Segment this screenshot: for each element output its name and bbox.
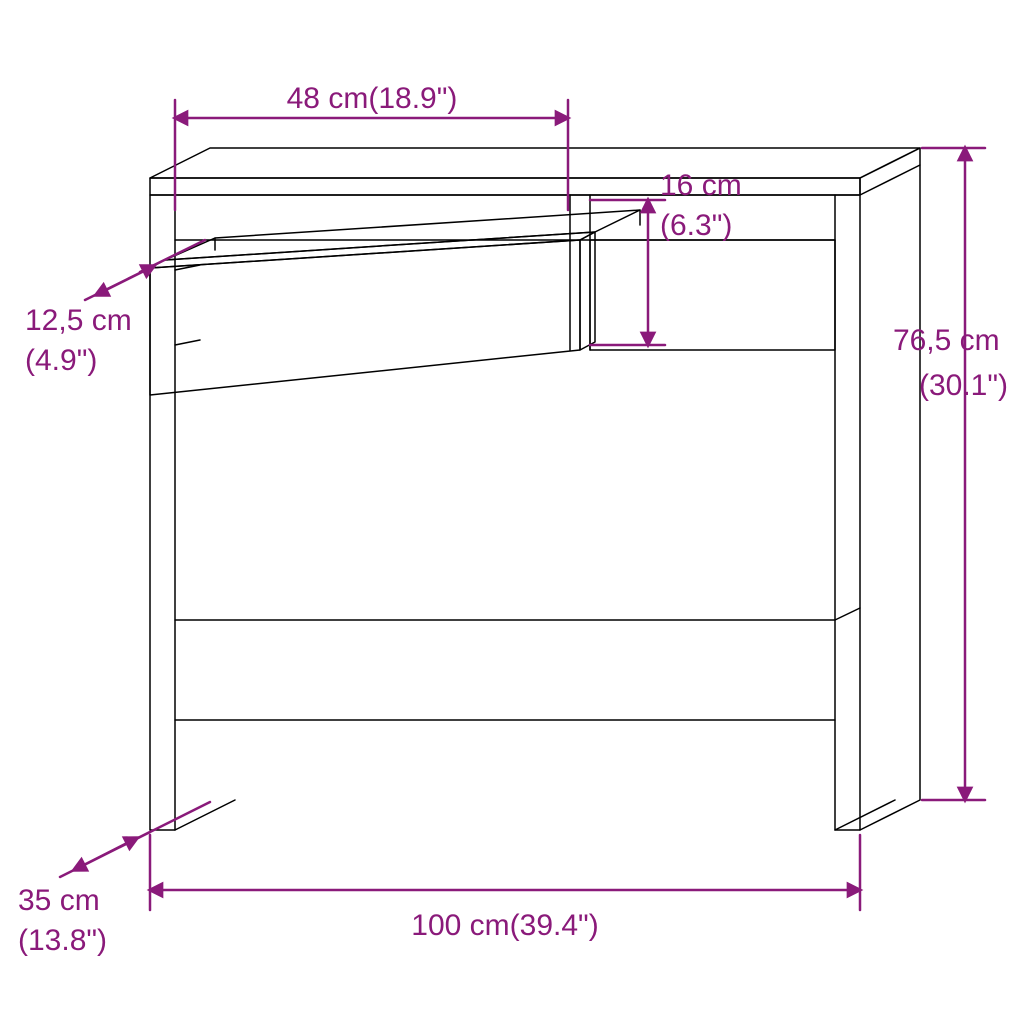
svg-text:100 cm(39.4"): 100 cm(39.4") — [411, 909, 598, 942]
dim-depth: 35 cm (13.8") — [18, 802, 210, 957]
dim-total-width-cm: 100 cm — [411, 909, 509, 942]
dim-total-height: 76,5 cm (30.1") — [893, 148, 1008, 800]
svg-text:16 cm (6.3"): 16 cm (6.3") — [660, 169, 750, 242]
dim-drawer-depth-cm: 12,5 cm — [25, 304, 132, 337]
dim-total-height-cm: 76,5 cm — [893, 324, 1000, 357]
dimension-diagram: 48 cm(18.9") 16 cm (6.3") 12,5 cm (4.9") — [0, 0, 1024, 1024]
dim-drawer-depth-in: (4.9") — [25, 344, 97, 377]
dim-depth-cm: 35 cm — [18, 884, 100, 917]
svg-text:76,5 cm (30.1"): 76,5 cm (30.1") — [893, 324, 1008, 402]
svg-text:48 cm(18.9"): 48 cm(18.9") — [287, 82, 458, 115]
dim-drawer-width-in: (18.9") — [368, 82, 457, 115]
svg-text:35 cm (13.8"): 35 cm (13.8") — [18, 884, 108, 957]
console-table-outline — [150, 148, 920, 830]
dim-total-height-in: (30.1") — [919, 369, 1008, 402]
dim-total-width: 100 cm(39.4") — [150, 835, 860, 942]
dim-depth-in: (13.8") — [18, 924, 107, 957]
svg-text:12,5 cm (4.9"): 12,5 cm (4.9") — [25, 304, 140, 377]
dim-drawer-height-cm: 16 cm — [660, 169, 742, 202]
dim-drawer-width: 48 cm(18.9") — [175, 82, 568, 210]
dim-total-width-in: (39.4") — [510, 909, 599, 942]
dim-drawer-width-cm: 48 cm — [287, 82, 369, 115]
dim-drawer-depth: 12,5 cm (4.9") — [25, 240, 205, 377]
dim-drawer-height-in: (6.3") — [660, 209, 732, 242]
